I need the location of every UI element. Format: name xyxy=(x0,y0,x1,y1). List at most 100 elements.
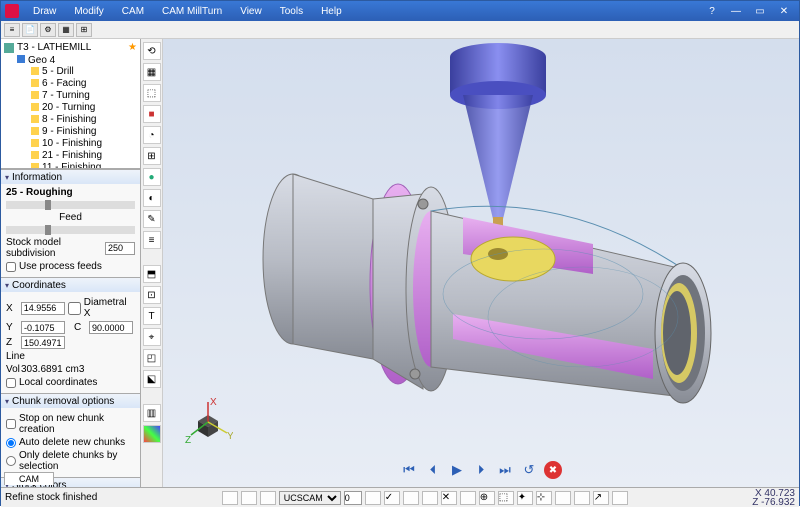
loop-button[interactable]: ↺ xyxy=(520,461,538,479)
tree-op[interactable]: 5 - Drill xyxy=(31,66,138,78)
rewind-button[interactable]: ⏮ xyxy=(400,461,418,479)
help-icon[interactable]: ? xyxy=(705,6,719,17)
vtool-14[interactable]: ⌖ xyxy=(143,328,161,346)
stock-subdiv-input[interactable] xyxy=(105,242,135,255)
sb-4[interactable] xyxy=(365,491,381,505)
tree-op[interactable]: 9 - Finishing xyxy=(31,126,138,138)
cam-tab[interactable]: CAM xyxy=(4,472,54,485)
sb-9[interactable] xyxy=(460,491,476,505)
auto-delete-radio[interactable] xyxy=(6,438,16,448)
sb-10[interactable]: ⊕ xyxy=(479,491,495,505)
vtool-12[interactable]: ⊡ xyxy=(143,286,161,304)
sb-8[interactable]: ✕ xyxy=(441,491,457,505)
sb-6[interactable] xyxy=(403,491,419,505)
menu-help[interactable]: Help xyxy=(313,4,350,19)
tool-1[interactable]: 📄 xyxy=(22,23,38,37)
sb-12[interactable]: ✦ xyxy=(517,491,533,505)
tree-op[interactable]: 10 - Finishing xyxy=(31,138,138,150)
playback-controls: ⏮ ⏴ ▶ ⏵ ⏭ ↺ ✖ xyxy=(400,461,562,479)
tree-op[interactable]: 21 - Finishing xyxy=(31,150,138,162)
line-label: Line xyxy=(6,351,135,362)
part-render xyxy=(163,39,799,487)
fast-fwd-button[interactable]: ⏭ xyxy=(496,461,514,479)
sb-13[interactable]: ⊹ xyxy=(536,491,552,505)
x-input[interactable] xyxy=(21,302,65,315)
vtool-2[interactable]: ▦ xyxy=(143,63,161,81)
tree-op[interactable]: 20 - Turning xyxy=(31,102,138,114)
op-icon xyxy=(31,103,39,111)
menu-cam[interactable]: CAM xyxy=(114,4,152,19)
sb-11[interactable]: ⬚ xyxy=(498,491,514,505)
play-button[interactable]: ▶ xyxy=(448,461,466,479)
vtool-13[interactable]: T xyxy=(143,307,161,325)
stop-button[interactable]: ✖ xyxy=(544,461,562,479)
tool-4[interactable]: ⊞ xyxy=(76,23,92,37)
stop-chunk-label: Stop on new chunk creation xyxy=(19,413,135,435)
y-input[interactable] xyxy=(21,321,65,334)
sidebar: T3 - LATHEMILL ★ Geo 4 5 - Drill 6 - Fac… xyxy=(1,39,141,487)
sb-1[interactable] xyxy=(222,491,238,505)
menu-view[interactable]: View xyxy=(232,4,270,19)
sb-17[interactable] xyxy=(612,491,628,505)
ucs-select[interactable]: UCSCAM xyxy=(279,491,341,505)
step-back-button[interactable]: ⏴ xyxy=(424,461,442,479)
vtool-16[interactable]: ⬕ xyxy=(143,370,161,388)
vtool-17[interactable]: ▥ xyxy=(143,404,161,422)
chevron-icon: ▾ xyxy=(5,281,9,290)
sb-5[interactable]: ✓ xyxy=(384,491,400,505)
panel-head-chunk[interactable]: ▾Chunk removal options xyxy=(1,394,140,408)
op-slider[interactable] xyxy=(6,201,135,209)
use-process-feeds-check[interactable] xyxy=(6,262,16,272)
vtool-18[interactable] xyxy=(143,425,161,443)
vtool-4[interactable]: ■ xyxy=(143,105,161,123)
vtool-15[interactable]: ◰ xyxy=(143,349,161,367)
menu-cam-millturn[interactable]: CAM MillTurn xyxy=(154,4,230,19)
menu-draw[interactable]: Draw xyxy=(25,4,64,19)
z-input[interactable] xyxy=(21,336,65,349)
ucs-value[interactable] xyxy=(344,491,362,505)
sb-14[interactable] xyxy=(555,491,571,505)
sb-16[interactable]: ↗ xyxy=(593,491,609,505)
vtool-8[interactable]: ◐ xyxy=(143,189,161,207)
tool-3[interactable]: ▦ xyxy=(58,23,74,37)
sb-2[interactable] xyxy=(241,491,257,505)
axis-triad[interactable]: X Z Y xyxy=(183,397,233,447)
menu-modify[interactable]: Modify xyxy=(66,4,111,19)
sb-7[interactable] xyxy=(422,491,438,505)
vtool-7[interactable]: ● xyxy=(143,168,161,186)
operation-tree[interactable]: T3 - LATHEMILL ★ Geo 4 5 - Drill 6 - Fac… xyxy=(1,39,140,169)
menu-tools[interactable]: Tools xyxy=(272,4,311,19)
sb-15[interactable] xyxy=(574,491,590,505)
feed-slider[interactable] xyxy=(6,226,135,234)
tree-root[interactable]: T3 - LATHEMILL ★ xyxy=(3,41,138,54)
close-button[interactable]: ✕ xyxy=(777,6,791,17)
x-label: X xyxy=(6,303,18,314)
panel-head-info[interactable]: ▾Information xyxy=(1,170,140,184)
vtool-10[interactable]: ≡ xyxy=(143,231,161,249)
3d-viewport[interactable]: X Z Y ⏮ ⏴ ▶ ⏵ ⏭ ↺ ✖ xyxy=(163,39,799,487)
c-input[interactable] xyxy=(89,321,133,334)
vtool-11[interactable]: ⬒ xyxy=(143,265,161,283)
menu-icon[interactable]: ≡ xyxy=(4,23,20,37)
tree-op[interactable]: 7 - Turning xyxy=(31,90,138,102)
vtool-6[interactable]: ⊞ xyxy=(143,147,161,165)
diametral-check[interactable] xyxy=(68,302,81,315)
panel-head-coord[interactable]: ▾Coordinates xyxy=(1,278,140,292)
tool-2[interactable]: ⚙ xyxy=(40,23,56,37)
maximize-button[interactable]: ▭ xyxy=(753,6,767,17)
vtool-3[interactable]: ⬚ xyxy=(143,84,161,102)
local-coord-check[interactable] xyxy=(6,378,16,388)
minimize-button[interactable]: — xyxy=(729,6,743,17)
tree-geo4[interactable]: Geo 4 5 - Drill 6 - Facing 7 - Turning 2… xyxy=(17,54,138,169)
stop-chunk-check[interactable] xyxy=(6,419,16,429)
vtool-9[interactable]: ✎ xyxy=(143,210,161,228)
sb-3[interactable] xyxy=(260,491,276,505)
tree-op[interactable]: 6 - Facing xyxy=(31,78,138,90)
vtool-1[interactable]: ⟲ xyxy=(143,42,161,60)
tree-op[interactable]: 11 - Finishing xyxy=(31,162,138,170)
tree-op[interactable]: 8 - Finishing xyxy=(31,114,138,126)
vtool-5[interactable]: ◔ xyxy=(143,126,161,144)
step-fwd-button[interactable]: ⏵ xyxy=(472,461,490,479)
window-controls: ? — ▭ ✕ xyxy=(705,6,795,17)
only-delete-radio[interactable] xyxy=(6,456,16,466)
